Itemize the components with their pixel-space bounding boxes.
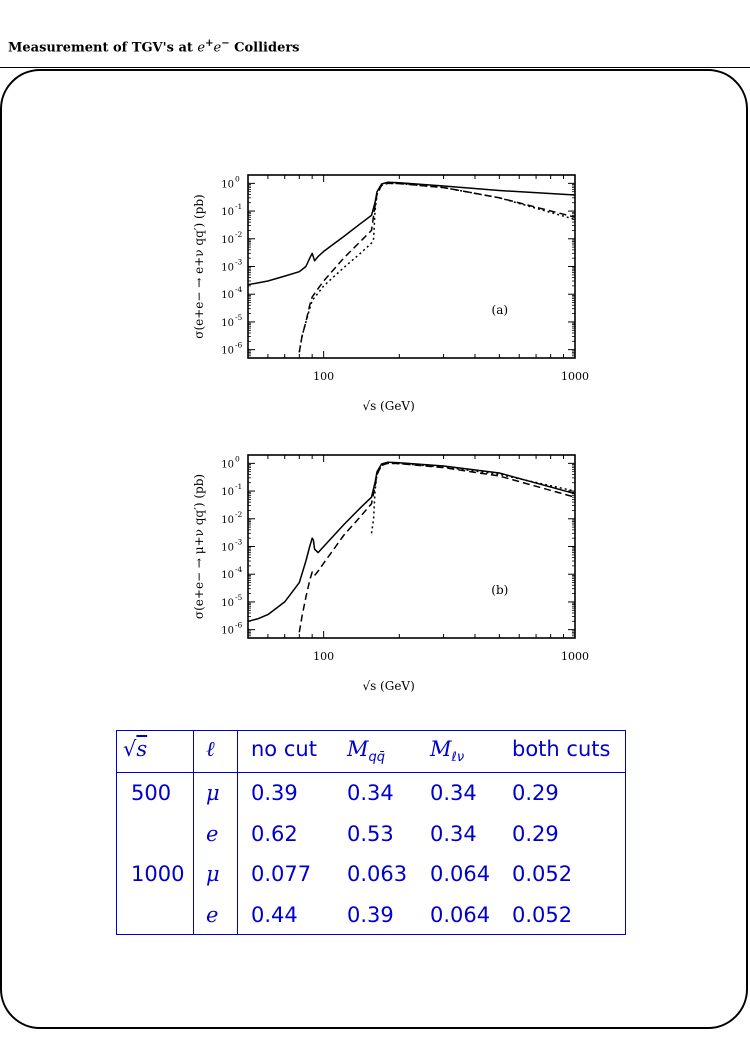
- y-tick-exponent: -4: [235, 565, 243, 574]
- table-cell-nocut: 0.39: [251, 781, 298, 805]
- mlnu-subscript: ℓν: [451, 750, 465, 766]
- table-cell-mqq: 0.34: [347, 781, 394, 805]
- panel-label: (a): [492, 303, 509, 317]
- table-cell-nocut: 0.077: [251, 862, 312, 886]
- y-tick-label: 10: [221, 459, 234, 470]
- table-cell-lep: μ: [206, 862, 220, 886]
- y-tick-label: 10: [221, 207, 234, 218]
- y-tick-exponent: -3: [235, 538, 243, 547]
- series-line-dashed: [298, 182, 576, 353]
- header-no-cut: no cut: [251, 737, 317, 761]
- page-header: Measurement of TGV's at e+e− Colliders: [8, 38, 300, 55]
- chart-a: 100 100010010-110-210-310-410-510-6(a)√s …: [192, 174, 589, 413]
- figure-a: 100 1000 10 0 10 -1 10 -2 10 -3 10 -4 10 -5 10 -6 (a) √s …: [0, 160, 750, 430]
- sqrt-symbol: √: [123, 737, 137, 761]
- y-axis-label: σ(e+e− → μ+ν qq′) (pb): [192, 474, 206, 619]
- header-rule: [0, 67, 750, 68]
- x-tick-label: 100: [313, 650, 334, 663]
- x-tick-label: 100: [313, 370, 334, 383]
- table-cell-mlnu: 0.34: [430, 781, 477, 805]
- header-both-cuts: both cuts: [512, 737, 611, 761]
- y-tick-exponent: -6: [235, 341, 243, 350]
- header-sqrt-s: √s: [123, 737, 147, 761]
- slide-frame: [0, 69, 748, 1029]
- y-tick-exponent: -4: [235, 285, 243, 294]
- x-tick-label: 1000: [561, 370, 589, 383]
- header-plus: +: [205, 38, 214, 49]
- header-suffix: Colliders: [234, 40, 300, 56]
- header-prefix: Measurement of TGV's at: [8, 40, 193, 56]
- series-line-dashed: [298, 462, 576, 633]
- y-axis-label: σ(e+e− → e+ν qq′) (pb): [192, 194, 206, 338]
- table-cell-both: 0.29: [512, 781, 559, 805]
- y-tick-exponent: -6: [235, 621, 243, 630]
- table-header-rule: [117, 772, 625, 773]
- table-cell-mqq: 0.063: [347, 862, 408, 886]
- table-cell-lep: e: [206, 902, 219, 927]
- y-tick-exponent: -5: [235, 593, 243, 602]
- header-lepton: ℓ: [206, 737, 215, 761]
- y-tick-label: 10: [221, 235, 234, 246]
- table-cell-mqq: 0.39: [347, 902, 394, 927]
- table-cell-both: 0.29: [512, 821, 559, 846]
- panel-label: (b): [491, 583, 508, 597]
- y-tick-label: 10: [221, 318, 234, 329]
- y-tick-exponent: -2: [235, 230, 243, 239]
- x-axis-label: √s (GeV): [362, 399, 414, 413]
- series-line-solid: [247, 461, 576, 623]
- header-e2: e: [213, 40, 222, 56]
- y-tick-label: 10: [221, 543, 234, 554]
- y-tick-exponent: -2: [235, 510, 243, 519]
- y-tick-label: 10: [221, 179, 234, 190]
- table-cell-rs: 1000: [131, 862, 185, 886]
- table-cell-mqq: 0.53: [347, 821, 394, 846]
- table-cell-mlnu: 0.064: [430, 902, 491, 927]
- table-cell-both: 0.052: [512, 862, 573, 886]
- y-tick-label: 10: [221, 598, 234, 609]
- figure-b: 100 1000 10 0 10 -1 10 -2 10 -3 10 -4 10 -5 10 -6 (b) √s …: [0, 440, 750, 710]
- header-minus: −: [221, 38, 230, 49]
- table-cell-lep: e: [206, 821, 219, 846]
- plot-frame: [247, 454, 576, 639]
- table-divider: [237, 731, 238, 934]
- y-tick-exponent: -5: [235, 313, 243, 322]
- y-tick-exponent: 0: [235, 454, 240, 463]
- series-line-dotted: [370, 462, 576, 534]
- table-cell-mlnu: 0.34: [430, 821, 477, 846]
- table-cell-nocut: 0.44: [251, 902, 298, 927]
- y-tick-exponent: -1: [235, 202, 242, 211]
- y-tick-label: 10: [221, 515, 234, 526]
- results-table: √s ℓ no cut Mqq̄ Mℓν both cuts 500 μ 0.39 0…: [116, 730, 626, 935]
- y-tick-exponent: 0: [235, 174, 240, 183]
- table-cell-lep: μ: [206, 781, 220, 805]
- y-tick-label: 10: [221, 290, 234, 301]
- y-tick-label: 10: [221, 487, 234, 498]
- table-divider: [193, 731, 194, 934]
- plot-frame: [247, 174, 576, 359]
- table-cell-nocut: 0.62: [251, 821, 298, 846]
- table-cell-both: 0.052: [512, 902, 573, 927]
- table-cell-mlnu: 0.064: [430, 862, 491, 886]
- y-tick-label: 10: [221, 263, 234, 274]
- series-line-solid: [247, 181, 576, 286]
- series-line-dotted: [298, 182, 576, 353]
- header-mlnu: Mℓν: [430, 737, 465, 766]
- y-tick-label: 10: [221, 346, 234, 357]
- y-tick-exponent: -3: [235, 258, 243, 267]
- chart-b: 100 100010010-110-210-310-410-510-6(b)√s …: [192, 454, 589, 693]
- x-tick-label: 1000: [561, 650, 589, 663]
- header-mqq: Mqq̄: [347, 737, 386, 766]
- y-tick-exponent: -1: [235, 482, 242, 491]
- header-e1: e: [197, 40, 206, 56]
- y-tick-label: 10: [221, 626, 234, 637]
- sqrt-var: s: [136, 737, 148, 761]
- table-cell-rs: 500: [131, 781, 172, 805]
- x-axis-label: √s (GeV): [362, 679, 414, 693]
- y-tick-label: 10: [221, 570, 234, 581]
- mqq-subscript: qq̄: [368, 750, 386, 766]
